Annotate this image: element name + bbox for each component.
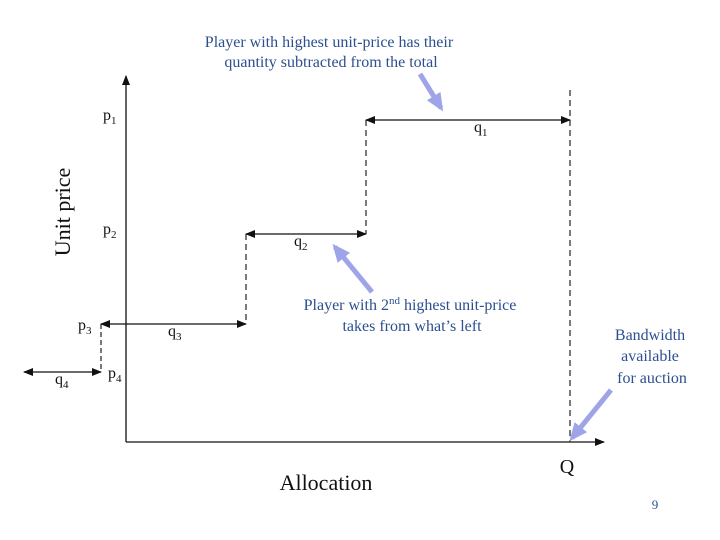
middle-annotation: Player with 2nd highest unit-price takes… bbox=[304, 295, 521, 335]
x-axis-label: Allocation bbox=[280, 470, 373, 495]
right-callout-arrow bbox=[569, 388, 613, 442]
price-label-p4: p4 bbox=[108, 365, 122, 385]
price-label-p1: p1 bbox=[103, 107, 117, 127]
middle-callout-arrow bbox=[332, 243, 374, 294]
right-annotation: Bandwidth available for auction bbox=[615, 327, 689, 387]
page-number: 9 bbox=[652, 497, 659, 512]
total-quantity-label: Q bbox=[560, 456, 575, 478]
price-label-p2: p2 bbox=[103, 221, 117, 241]
price-label-p3: p3 bbox=[78, 317, 92, 337]
quantity-label-q4: q4 bbox=[55, 371, 69, 391]
y-axis-label: Unit price bbox=[50, 168, 75, 257]
quantity-label-q1: q1 bbox=[474, 119, 488, 139]
quantity-label-q3: q3 bbox=[168, 323, 182, 343]
top-callout-arrow bbox=[417, 72, 444, 112]
quantity-label-q2: q2 bbox=[294, 233, 308, 253]
top-annotation: Player with highest unit-price has their… bbox=[205, 34, 457, 71]
